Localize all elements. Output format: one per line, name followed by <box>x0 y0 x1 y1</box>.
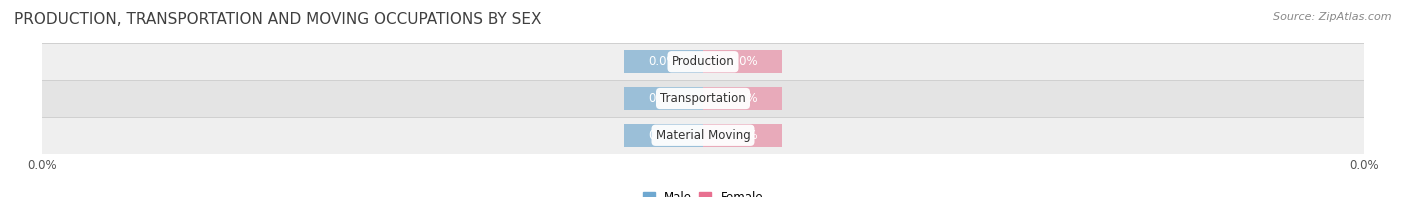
Legend: Male, Female: Male, Female <box>638 186 768 197</box>
Text: Transportation: Transportation <box>661 92 745 105</box>
Text: 0.0%: 0.0% <box>728 92 758 105</box>
Text: 0.0%: 0.0% <box>728 129 758 142</box>
Text: 0.0%: 0.0% <box>648 55 678 68</box>
Text: 0.0%: 0.0% <box>728 55 758 68</box>
Text: PRODUCTION, TRANSPORTATION AND MOVING OCCUPATIONS BY SEX: PRODUCTION, TRANSPORTATION AND MOVING OC… <box>14 12 541 27</box>
Bar <box>624 87 703 110</box>
Text: Material Moving: Material Moving <box>655 129 751 142</box>
Bar <box>703 124 782 147</box>
Bar <box>703 50 782 73</box>
Bar <box>624 124 703 147</box>
Bar <box>42 43 1364 80</box>
Text: Production: Production <box>672 55 734 68</box>
Text: Source: ZipAtlas.com: Source: ZipAtlas.com <box>1274 12 1392 22</box>
Bar <box>42 80 1364 117</box>
Text: 0.0%: 0.0% <box>648 129 678 142</box>
Bar <box>703 87 782 110</box>
Bar <box>42 117 1364 154</box>
Bar <box>624 50 703 73</box>
Text: 0.0%: 0.0% <box>648 92 678 105</box>
